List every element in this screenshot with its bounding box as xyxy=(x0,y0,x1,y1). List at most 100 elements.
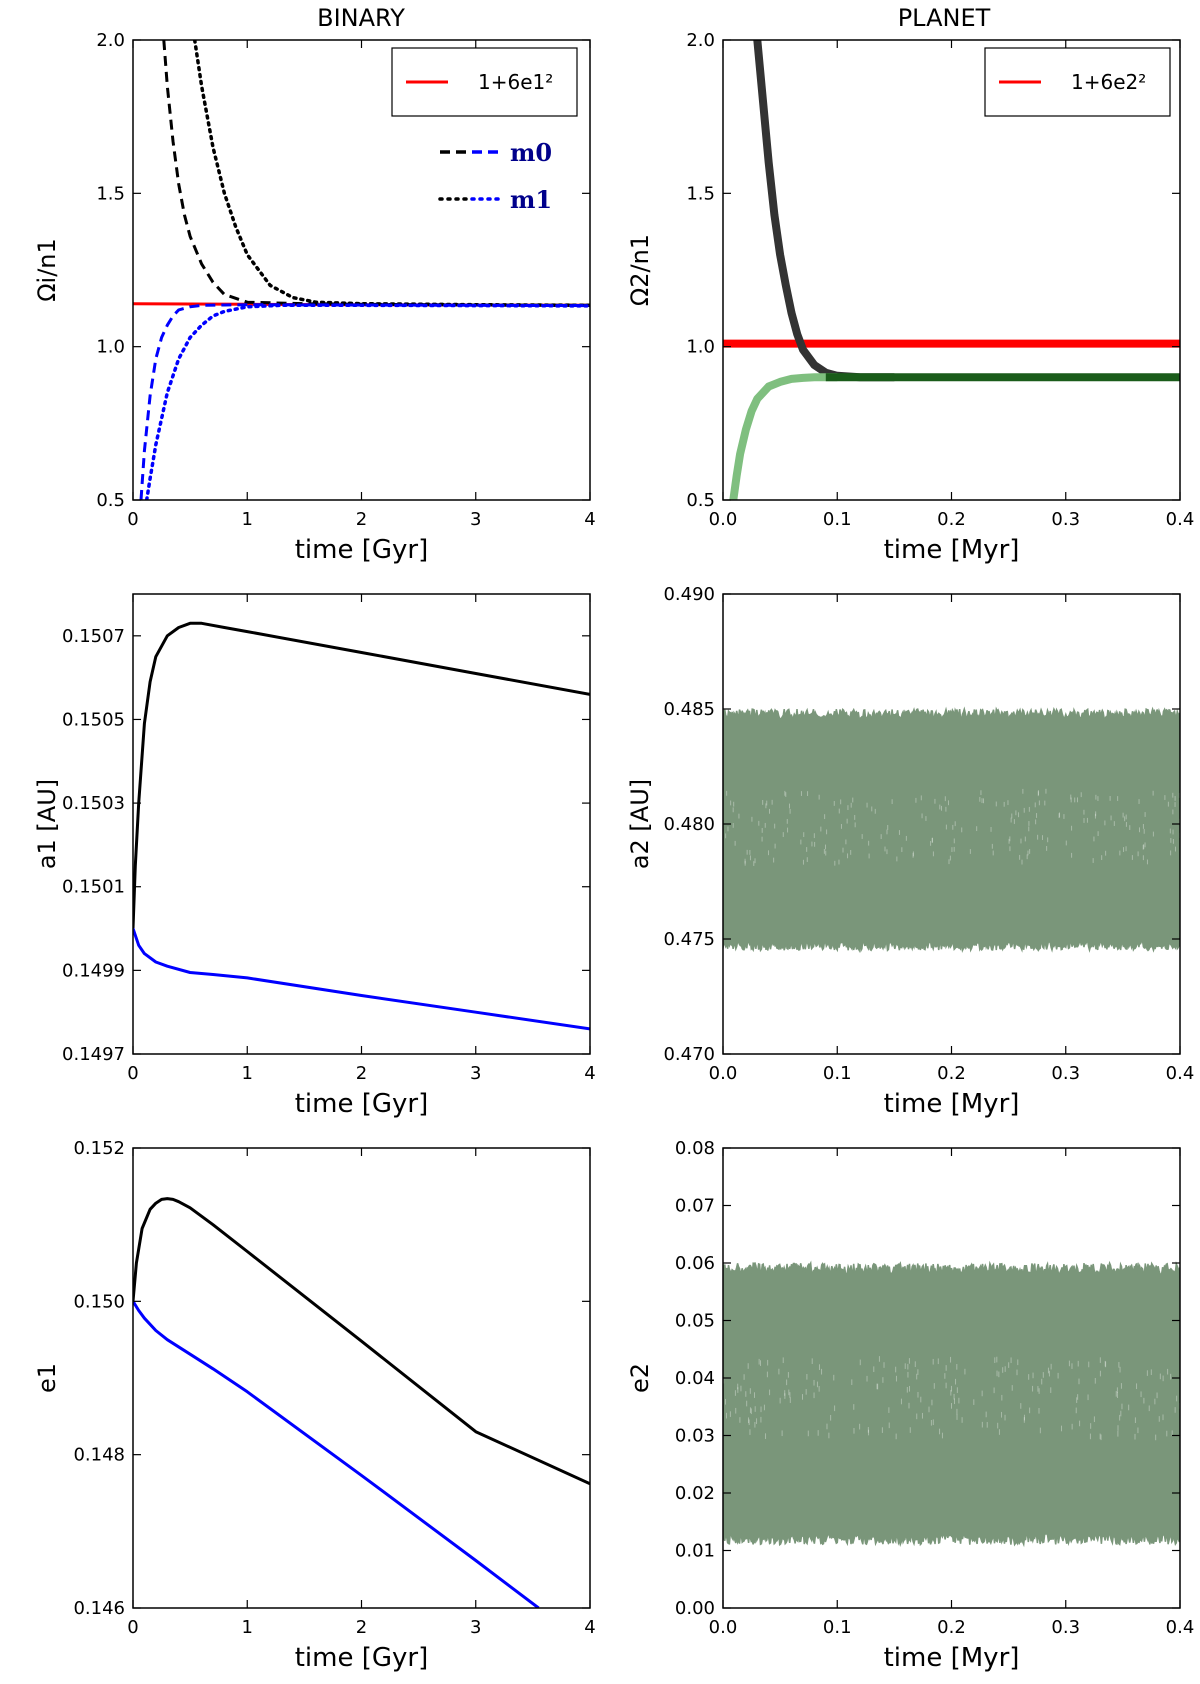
y-tick-label: 0.5 xyxy=(686,490,715,511)
x-tick-label: 0.4 xyxy=(1166,1617,1195,1638)
series-line-1 xyxy=(133,928,590,1031)
y-tick-label: 0.146 xyxy=(73,1598,125,1619)
series-line-0 xyxy=(133,621,590,929)
y-tick-label: 0.01 xyxy=(675,1541,715,1562)
y-tick-label: 0.1507 xyxy=(62,626,125,647)
plot-area xyxy=(133,40,590,500)
x-axis-label: time [Gyr] xyxy=(295,1643,429,1673)
series-band-0 xyxy=(723,1260,1180,1548)
x-tick-label: 0.0 xyxy=(709,509,738,530)
y-axis-label: a1 [AU] xyxy=(33,779,61,869)
y-tick-label: 0.480 xyxy=(663,814,715,835)
plot-area xyxy=(133,1197,590,1608)
y-tick-label: 0.1499 xyxy=(62,960,125,981)
legend-marker-label: m0 xyxy=(510,138,552,167)
series-line-4 xyxy=(144,303,590,500)
x-tick-label: 1 xyxy=(242,1617,253,1638)
x-tick-label: 0.0 xyxy=(709,1617,738,1638)
y-axis-label: Ω2/n1 xyxy=(626,234,654,306)
panel-6: 0.0 0.1 0.2 0.3 0.4 0.00 0.01 0.02 0.03 0.04 0.05 0… xyxy=(626,1138,1194,1673)
legend-markers: m0 m1 xyxy=(438,138,552,214)
x-tick-label: 2 xyxy=(356,1617,367,1638)
y-tick-label: 0.1505 xyxy=(62,709,125,730)
plot-area xyxy=(723,40,1180,500)
y-tick-label: 0.150 xyxy=(73,1291,125,1312)
legend-marker-label: m1 xyxy=(510,185,552,214)
y-axis-label: Ωi/n1 xyxy=(33,238,61,302)
y-tick-label: 0.475 xyxy=(663,929,715,950)
x-axis-label: time [Gyr] xyxy=(295,535,429,565)
y-tick-label: 0.02 xyxy=(675,1483,715,1504)
series-line-2 xyxy=(192,40,590,308)
x-tick-label: 0 xyxy=(127,1063,138,1084)
y-tick-label: 0.5 xyxy=(96,490,125,511)
series-line-2 xyxy=(729,373,838,500)
x-tick-label: 1 xyxy=(242,509,253,530)
panel-5: 0 1 2 3 4 0.146 0.148 0.150 0.152 time [Gyr] e1 xyxy=(33,1138,596,1673)
plot-area xyxy=(723,1260,1180,1548)
y-tick-label: 0.485 xyxy=(663,699,715,720)
y-tick-label: 0.1501 xyxy=(62,877,125,898)
x-tick-label: 0.4 xyxy=(1166,1063,1195,1084)
panel-4: 0.0 0.1 0.2 0.3 0.4 0.470 0.475 0.480 0.485 0.490… xyxy=(626,584,1194,1119)
axes-frame xyxy=(132,593,591,1055)
x-tick-label: 0 xyxy=(127,509,138,530)
y-tick-label: 0.06 xyxy=(675,1253,715,1274)
x-tick-label: 3 xyxy=(470,1617,481,1638)
y-axis-label: e1 xyxy=(33,1363,61,1393)
y-tick-label: 0.1503 xyxy=(62,793,125,814)
y-tick-label: 0.08 xyxy=(675,1138,715,1159)
column-title-binary: BINARY xyxy=(317,4,405,32)
y-tick-label: 0.490 xyxy=(663,584,715,605)
series-line-3 xyxy=(139,303,590,500)
x-tick-label: 0.3 xyxy=(1051,1617,1080,1638)
x-tick-label: 4 xyxy=(584,1063,595,1084)
x-tick-label: 1 xyxy=(242,1063,253,1084)
x-tick-label: 4 xyxy=(584,1617,595,1638)
y-tick-label: 0.00 xyxy=(675,1598,715,1619)
y-tick-label: 2.0 xyxy=(686,30,715,51)
x-tick-label: 0.2 xyxy=(937,1617,966,1638)
legend: 1+6e1² xyxy=(391,47,578,117)
x-tick-label: 2 xyxy=(356,1063,367,1084)
x-tick-label: 0.3 xyxy=(1051,509,1080,530)
x-axis-label: time [Myr] xyxy=(884,1643,1020,1673)
series-band-0 xyxy=(723,706,1180,953)
y-tick-label: 0.152 xyxy=(73,1138,125,1159)
y-tick-label: 0.148 xyxy=(73,1445,125,1466)
y-tick-label: 0.07 xyxy=(675,1196,715,1217)
y-tick-label: 2.0 xyxy=(96,30,125,51)
y-tick-label: 1.5 xyxy=(96,183,125,204)
series-line-0 xyxy=(133,1197,590,1486)
x-tick-label: 0.1 xyxy=(823,1063,852,1084)
panel-2: 0.0 0.1 0.2 0.3 0.4 0.5 1.0 1.5 2.0 time [Myr] Ω2/… xyxy=(626,30,1194,565)
y-tick-label: 1.0 xyxy=(96,337,125,358)
y-tick-label: 1.5 xyxy=(686,183,715,204)
x-axis-label: time [Gyr] xyxy=(295,1089,429,1119)
x-tick-label: 0.3 xyxy=(1051,1063,1080,1084)
y-axis-label: a2 [AU] xyxy=(626,779,654,869)
column-title-planet: PLANET xyxy=(898,4,991,32)
panel-3: 0 1 2 3 4 0.1497 0.1499 0.1501 0.1503 0.1505 0.150… xyxy=(33,593,596,1119)
x-tick-label: 0.2 xyxy=(937,1063,966,1084)
plot-area xyxy=(133,621,590,1031)
series-line-1 xyxy=(133,1300,540,1608)
x-tick-label: 0.2 xyxy=(937,509,966,530)
x-axis-label: time [Myr] xyxy=(884,535,1020,565)
y-tick-label: 0.05 xyxy=(675,1311,715,1332)
x-tick-label: 2 xyxy=(356,509,367,530)
x-tick-label: 0 xyxy=(127,1617,138,1638)
panel-1: 0 1 2 3 4 0.5 1.0 1.5 2.0 time [Gyr] Ωi/n1 1+6e1² m0… xyxy=(33,30,596,565)
y-axis-label: e2 xyxy=(626,1363,654,1393)
x-tick-label: 0.4 xyxy=(1166,509,1195,530)
x-tick-label: 3 xyxy=(470,1063,481,1084)
x-tick-label: 0.1 xyxy=(823,509,852,530)
legend-label: 1+6e2² xyxy=(1071,70,1146,94)
y-tick-label: 0.470 xyxy=(663,1044,715,1065)
plot-area xyxy=(723,706,1180,953)
y-tick-label: 0.03 xyxy=(675,1426,715,1447)
series-line-1 xyxy=(753,40,895,382)
x-tick-label: 0.0 xyxy=(709,1063,738,1084)
x-tick-label: 4 xyxy=(584,509,595,530)
